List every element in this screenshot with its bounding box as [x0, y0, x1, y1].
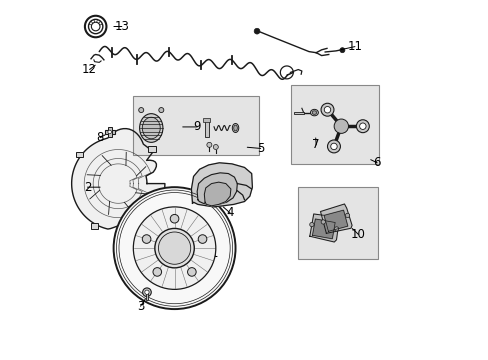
Polygon shape	[309, 214, 338, 242]
Bar	[204, 119, 208, 137]
Circle shape	[133, 207, 215, 289]
Text: 2: 2	[83, 181, 91, 194]
Polygon shape	[204, 182, 230, 206]
Ellipse shape	[310, 109, 318, 116]
Ellipse shape	[232, 123, 238, 132]
Polygon shape	[191, 163, 252, 207]
Bar	[148, 146, 155, 152]
Circle shape	[324, 107, 330, 113]
Bar	[91, 223, 98, 229]
Text: 7: 7	[312, 138, 319, 151]
Circle shape	[345, 213, 349, 217]
Text: 8: 8	[97, 131, 104, 144]
Ellipse shape	[312, 111, 316, 114]
Text: 13: 13	[114, 20, 129, 33]
Bar	[145, 292, 148, 300]
Polygon shape	[312, 219, 334, 239]
Bar	[76, 152, 83, 157]
Text: 11: 11	[347, 40, 362, 53]
Circle shape	[333, 119, 348, 134]
Ellipse shape	[139, 114, 163, 142]
Circle shape	[170, 215, 179, 223]
Bar	[290, 85, 378, 164]
Circle shape	[113, 187, 235, 309]
Circle shape	[359, 123, 366, 130]
Text: 3: 3	[137, 300, 144, 313]
Ellipse shape	[233, 125, 237, 131]
Circle shape	[254, 28, 260, 34]
Circle shape	[108, 130, 111, 134]
Polygon shape	[320, 204, 351, 233]
Text: 1: 1	[210, 247, 217, 260]
Text: 4: 4	[226, 207, 233, 220]
Circle shape	[321, 103, 333, 116]
Polygon shape	[197, 173, 237, 205]
Circle shape	[309, 222, 313, 227]
Bar	[297, 187, 378, 259]
Text: 10: 10	[350, 228, 365, 241]
Bar	[133, 96, 258, 155]
Circle shape	[159, 108, 163, 113]
Circle shape	[139, 108, 143, 113]
Polygon shape	[324, 210, 347, 231]
Circle shape	[155, 228, 194, 268]
Bar	[107, 127, 112, 137]
Circle shape	[187, 267, 196, 276]
Circle shape	[334, 227, 338, 231]
Ellipse shape	[142, 117, 160, 139]
Circle shape	[206, 142, 211, 147]
Bar	[293, 112, 303, 114]
Circle shape	[213, 144, 218, 149]
Text: 6: 6	[373, 156, 380, 169]
Circle shape	[142, 235, 151, 243]
Text: 5: 5	[256, 142, 264, 155]
Circle shape	[327, 140, 340, 153]
Circle shape	[356, 120, 368, 133]
Circle shape	[321, 220, 325, 224]
Circle shape	[330, 143, 337, 150]
Bar	[203, 118, 210, 122]
Circle shape	[142, 288, 151, 297]
Circle shape	[339, 48, 344, 53]
Circle shape	[198, 235, 206, 243]
Bar	[104, 130, 115, 134]
Text: 12: 12	[82, 63, 97, 76]
Polygon shape	[72, 129, 164, 229]
Text: 9: 9	[193, 121, 201, 134]
Circle shape	[144, 290, 149, 294]
Circle shape	[158, 232, 190, 264]
Circle shape	[153, 267, 161, 276]
